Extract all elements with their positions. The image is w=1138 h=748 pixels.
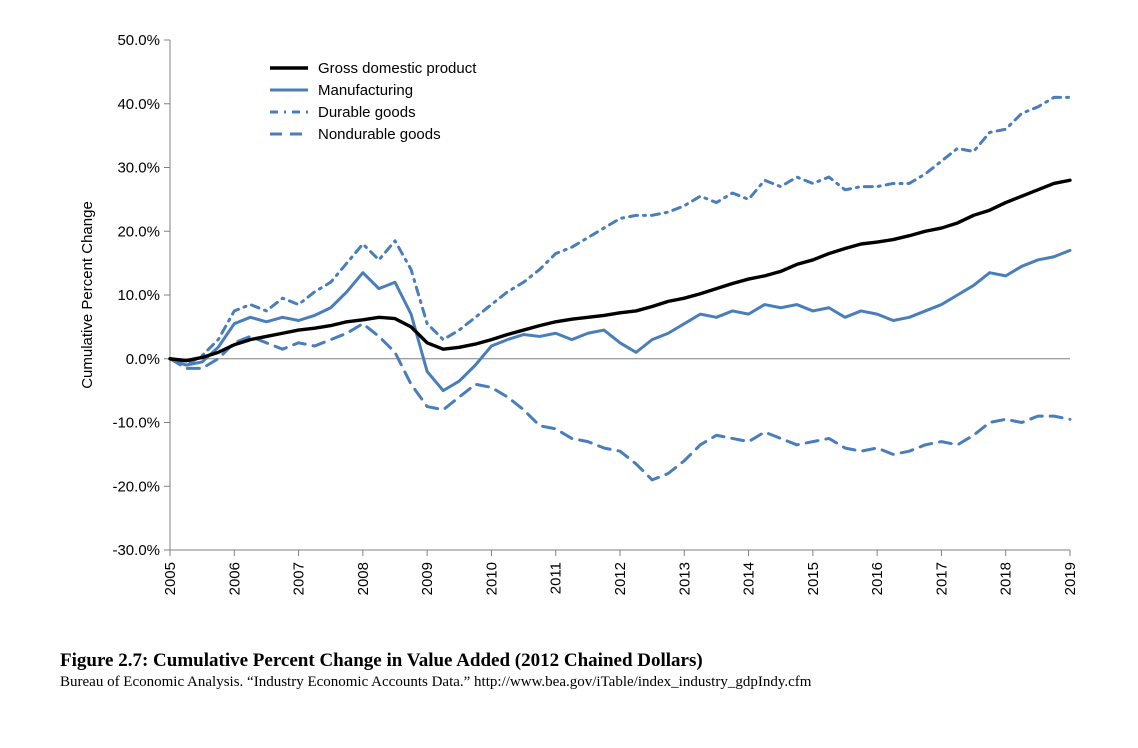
chart-container: -30.0% -20.0% -10.0% 0.0% 10.0% 20.0% 30.0% 40.… — [50, 30, 1080, 630]
y-tick-label: 50.0% — [117, 32, 160, 49]
y-tick-label: 10.0% — [117, 287, 160, 304]
y-tick-label: -30.0% — [112, 542, 160, 559]
y-axis-title: Cumulative Percent Change — [79, 201, 96, 389]
series-dur — [170, 97, 1070, 365]
x-tick-label: 2015 — [805, 562, 822, 595]
x-tick-label: 2012 — [612, 562, 629, 595]
x-tick-label: 2014 — [741, 562, 758, 595]
x-tick-label: 2013 — [676, 562, 693, 595]
series-mfg — [170, 250, 1070, 390]
y-tick-label: -20.0% — [112, 478, 160, 495]
x-tick-label: 2009 — [419, 562, 436, 595]
legend-label-dur: Durable goods — [318, 104, 416, 121]
x-tick-label: 2008 — [355, 562, 372, 595]
legend: Gross domestic product Manufacturing Durab… — [270, 60, 477, 143]
x-tick-label: 2005 — [162, 562, 179, 595]
figure-caption: Figure 2.7: Cumulative Percent Change in… — [60, 650, 1080, 691]
legend-label-gdp: Gross domestic product — [318, 60, 477, 77]
x-tick-label: 2007 — [291, 562, 308, 595]
x-tick-label: 2019 — [1062, 562, 1079, 595]
series-gdp — [170, 180, 1070, 360]
y-tick-label: 30.0% — [117, 160, 160, 177]
series-ndur — [170, 324, 1070, 480]
y-tick-label: 20.0% — [117, 223, 160, 240]
x-tick-label: 2011 — [548, 562, 565, 594]
x-tick-label: 2018 — [998, 562, 1015, 595]
figure-title: Figure 2.7: Cumulative Percent Change in… — [60, 650, 1080, 672]
y-tick-label: 40.0% — [117, 96, 160, 113]
y-tick-label: 0.0% — [126, 351, 160, 368]
y-tick-label: -10.0% — [112, 415, 160, 432]
legend-label-ndur: Nondurable goods — [318, 126, 441, 143]
x-tick-label: 2006 — [226, 562, 243, 595]
legend-label-mfg: Manufacturing — [318, 82, 413, 99]
figure-source: Bureau of Economic Analysis. “Industry E… — [60, 674, 1080, 691]
x-tick-label: 2010 — [483, 562, 500, 595]
line-chart: -30.0% -20.0% -10.0% 0.0% 10.0% 20.0% 30.0% 40.… — [50, 30, 1080, 630]
x-tick-label: 2016 — [869, 562, 886, 595]
x-tick-label: 2017 — [933, 562, 950, 595]
